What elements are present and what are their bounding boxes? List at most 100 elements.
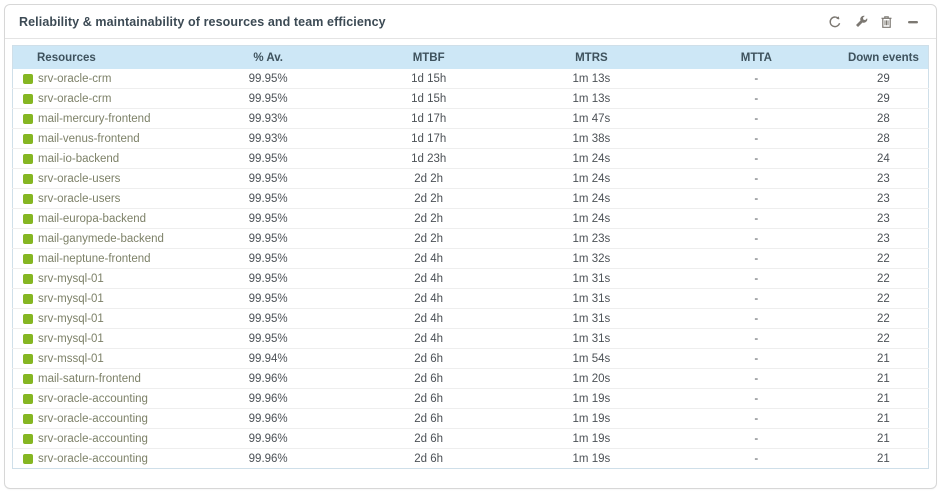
column-header-mtrs[interactable]: MTRS bbox=[508, 45, 674, 69]
status-ok-icon bbox=[23, 413, 33, 424]
cell-resource: srv-mysql-01 bbox=[12, 268, 188, 289]
cell-mtta: - bbox=[673, 128, 839, 149]
cell-mtbf: 2d 4h bbox=[348, 308, 509, 329]
cell-mtbf: 1d 17h bbox=[348, 128, 509, 149]
status-ok-icon bbox=[23, 273, 33, 284]
table-row: srv-oracle-users 99.95% 2d 2h 1m 24s -23 bbox=[12, 168, 929, 189]
resource-link[interactable]: srv-mssql-01 bbox=[38, 352, 104, 365]
cell-down_events: 21 bbox=[838, 428, 929, 449]
resource-link[interactable]: srv-oracle-accounting bbox=[38, 432, 148, 445]
cell-availability: 99.94% bbox=[187, 348, 349, 369]
resource-link[interactable]: mail-venus-frontend bbox=[38, 132, 140, 145]
column-header-availability[interactable]: % Av. bbox=[187, 45, 349, 69]
cell-mtbf: 1d 23h bbox=[348, 148, 509, 169]
resource-link[interactable]: mail-neptune-frontend bbox=[38, 252, 151, 265]
status-ok-icon bbox=[23, 173, 33, 184]
resource-link[interactable]: mail-io-backend bbox=[38, 152, 120, 165]
refresh-icon[interactable] bbox=[827, 14, 842, 29]
trash-icon[interactable] bbox=[879, 14, 894, 29]
cell-down_events: 23 bbox=[838, 228, 929, 249]
resource-link[interactable]: srv-mysql-01 bbox=[38, 312, 104, 325]
resource-link[interactable]: mail-mercury-frontend bbox=[38, 112, 151, 125]
resource-link[interactable]: srv-oracle-crm bbox=[38, 72, 112, 85]
wrench-icon[interactable] bbox=[853, 14, 868, 29]
cell-resource: srv-oracle-users bbox=[12, 168, 188, 189]
table-row: srv-oracle-accounting 99.96% 2d 6h 1m 19s -2… bbox=[12, 408, 929, 429]
cell-mtta: - bbox=[673, 368, 839, 389]
cell-mtbf: 2d 6h bbox=[348, 448, 509, 469]
resource-link[interactable]: mail-europa-backend bbox=[38, 212, 147, 225]
cell-down_events: 22 bbox=[838, 288, 929, 309]
cell-mtrs: 1m 19s bbox=[508, 388, 674, 409]
cell-mtrs: 1m 38s bbox=[508, 128, 674, 149]
cell-mtbf: 2d 2h bbox=[348, 168, 509, 189]
cell-mtbf: 2d 4h bbox=[348, 288, 509, 309]
resource-link[interactable]: srv-oracle-crm bbox=[38, 92, 112, 105]
cell-availability: 99.95% bbox=[187, 88, 349, 109]
cell-mtbf: 2d 2h bbox=[348, 208, 509, 229]
cell-mtbf: 2d 2h bbox=[348, 228, 509, 249]
cell-down_events: 21 bbox=[838, 368, 929, 389]
column-header-down_events[interactable]: Down events bbox=[838, 45, 929, 69]
status-ok-icon bbox=[23, 233, 33, 244]
resource-link[interactable]: srv-oracle-users bbox=[38, 192, 121, 205]
cell-down_events: 23 bbox=[838, 168, 929, 189]
table-row: srv-mysql-01 99.95% 2d 4h 1m 31s -22 bbox=[12, 328, 929, 349]
cell-mtrs: 1m 24s bbox=[508, 188, 674, 209]
cell-mtta: - bbox=[673, 168, 839, 189]
table-row: mail-ganymede-backend 99.95% 2d 2h 1m 23s -2… bbox=[12, 228, 929, 249]
resource-link[interactable]: srv-oracle-accounting bbox=[38, 452, 148, 465]
cell-down_events: 29 bbox=[838, 69, 929, 89]
cell-mtrs: 1m 24s bbox=[508, 208, 674, 229]
status-ok-icon bbox=[23, 353, 33, 364]
cell-mtta: - bbox=[673, 328, 839, 349]
cell-resource: srv-oracle-accounting bbox=[12, 448, 188, 469]
status-ok-icon bbox=[23, 193, 33, 204]
table-row: mail-venus-frontend 99.93% 1d 17h 1m 38s -28 bbox=[12, 128, 929, 149]
table-row: mail-saturn-frontend 99.96% 2d 6h 1m 20s -21 bbox=[12, 368, 929, 389]
cell-down_events: 21 bbox=[838, 388, 929, 409]
resource-link[interactable]: srv-oracle-accounting bbox=[38, 392, 148, 405]
cell-mtrs: 1m 24s bbox=[508, 168, 674, 189]
minimize-icon[interactable] bbox=[905, 14, 920, 29]
cell-resource: srv-oracle-accounting bbox=[12, 388, 188, 409]
cell-mtrs: 1m 23s bbox=[508, 228, 674, 249]
cell-availability: 99.96% bbox=[187, 368, 349, 389]
resource-link[interactable]: srv-mysql-01 bbox=[38, 332, 104, 345]
resource-link[interactable]: srv-mysql-01 bbox=[38, 272, 104, 285]
cell-down_events: 22 bbox=[838, 308, 929, 329]
column-header-resource[interactable]: Resources bbox=[12, 45, 188, 69]
cell-availability: 99.95% bbox=[187, 308, 349, 329]
cell-availability: 99.95% bbox=[187, 268, 349, 289]
cell-resource: mail-venus-frontend bbox=[12, 128, 188, 149]
table-row: srv-oracle-users 99.95% 2d 2h 1m 24s -23 bbox=[12, 188, 929, 209]
panel-toolbar bbox=[827, 14, 922, 29]
reliability-panel: Reliability & maintainability of resourc… bbox=[4, 4, 937, 489]
status-ok-icon bbox=[23, 393, 33, 404]
table-row: srv-mysql-01 99.95% 2d 4h 1m 31s -22 bbox=[12, 308, 929, 329]
status-ok-icon bbox=[23, 453, 33, 464]
column-header-mtta[interactable]: MTTA bbox=[673, 45, 839, 69]
cell-mtta: - bbox=[673, 348, 839, 369]
cell-resource: srv-mysql-01 bbox=[12, 288, 188, 309]
status-ok-icon bbox=[23, 133, 33, 144]
cell-availability: 99.96% bbox=[187, 408, 349, 429]
cell-down_events: 23 bbox=[838, 188, 929, 209]
column-header-mtbf[interactable]: MTBF bbox=[348, 45, 509, 69]
cell-resource: mail-neptune-frontend bbox=[12, 248, 188, 269]
cell-mtbf: 2d 6h bbox=[348, 348, 509, 369]
resource-link[interactable]: srv-oracle-users bbox=[38, 172, 121, 185]
cell-availability: 99.95% bbox=[187, 208, 349, 229]
cell-mtta: - bbox=[673, 448, 839, 469]
cell-down_events: 22 bbox=[838, 248, 929, 269]
cell-availability: 99.95% bbox=[187, 188, 349, 209]
resource-link[interactable]: srv-oracle-accounting bbox=[38, 412, 148, 425]
status-ok-icon bbox=[23, 73, 33, 84]
cell-mtta: - bbox=[673, 388, 839, 409]
cell-mtrs: 1m 20s bbox=[508, 368, 674, 389]
resource-link[interactable]: mail-saturn-frontend bbox=[38, 372, 141, 385]
resource-link[interactable]: srv-mysql-01 bbox=[38, 292, 104, 305]
cell-resource: mail-europa-backend bbox=[12, 208, 188, 229]
resource-link[interactable]: mail-ganymede-backend bbox=[38, 232, 164, 245]
